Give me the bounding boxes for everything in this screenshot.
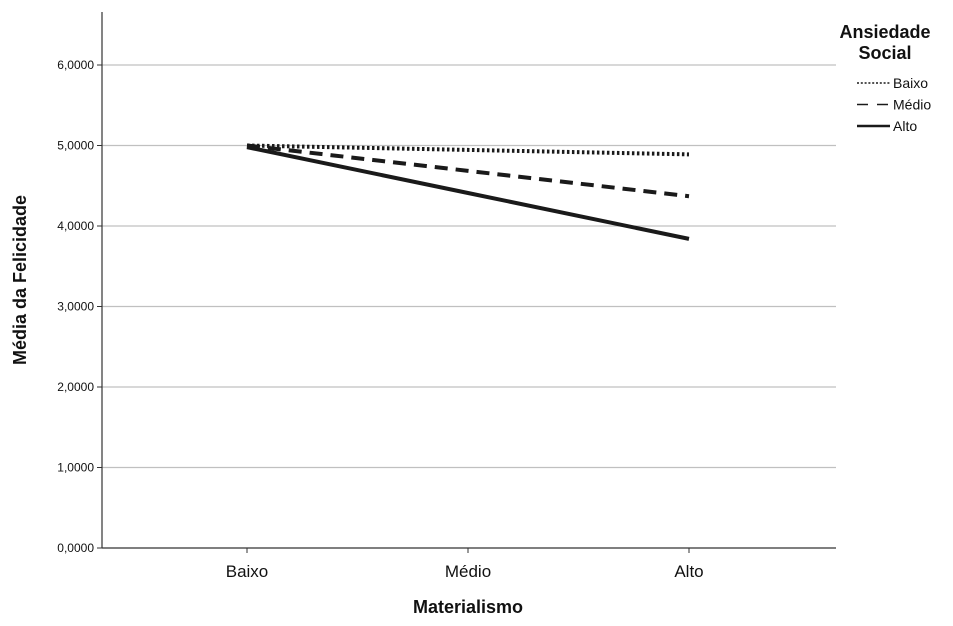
y-tick-label: 2,0000 — [57, 380, 94, 394]
x-axis-title: Materialismo — [413, 597, 523, 617]
y-tick-label: 3,0000 — [57, 300, 94, 314]
y-tick-label: 0,0000 — [57, 541, 94, 555]
y-tick-label: 1,0000 — [57, 461, 94, 475]
y-tick-label: 5,0000 — [57, 139, 94, 153]
x-tick-label: Médio — [445, 562, 491, 581]
axes — [97, 12, 836, 553]
x-tick-label: Baixo — [226, 562, 269, 581]
series-line-alto — [246, 145, 690, 241]
legend-entry-label: Alto — [893, 118, 917, 134]
series-lines — [246, 143, 690, 241]
series-line-medio — [246, 143, 690, 199]
y-axis-title: Média da Felicidade — [10, 195, 30, 365]
legend-title-line-1: Ansiedade — [839, 22, 930, 42]
legend-title-line-2: Social — [858, 43, 911, 63]
legend: Ansiedade Social Baixo Médio Alto — [839, 22, 931, 134]
series-line-baixo — [246, 143, 690, 157]
y-tick-label: 4,0000 — [57, 219, 94, 233]
axis-labels: 0,0000 1,0000 2,0000 3,0000 4,0000 5,0000 6,00… — [57, 58, 703, 581]
x-tick-label: Alto — [674, 562, 703, 581]
gridlines — [102, 64, 836, 469]
legend-entry-label: Médio — [893, 97, 931, 113]
legend-entry-label: Baixo — [893, 75, 928, 91]
legend-entries: Baixo Médio Alto — [857, 75, 931, 134]
y-tick-label: 6,0000 — [57, 58, 94, 72]
